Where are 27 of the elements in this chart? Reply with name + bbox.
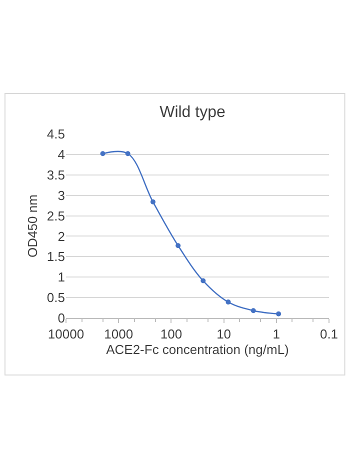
point: [176, 243, 181, 248]
x-tick-label: 100: [160, 326, 182, 342]
x-tick-label: 0.1: [320, 326, 338, 342]
x-tick-label: 1: [272, 326, 280, 342]
x-tick-label: 1000: [104, 326, 134, 342]
y-tick-label: 0: [58, 310, 65, 326]
y-tick-label: 1: [58, 270, 65, 285]
y-tick-label: 2.5: [46, 208, 65, 224]
x-tick-label: 10000: [48, 326, 84, 342]
point: [150, 199, 156, 204]
point: [276, 311, 282, 316]
chart-title: Wild type: [160, 104, 226, 121]
y-tick-label: 4: [58, 146, 65, 162]
y-tick-label: 0.5: [46, 290, 65, 306]
y-tick-label: 2: [58, 228, 65, 244]
y-tick-label: 1.5: [46, 249, 65, 264]
point: [200, 278, 206, 284]
y-tick-label: 4.5: [46, 126, 65, 142]
x-tick-label: 10: [216, 326, 232, 342]
point: [226, 300, 231, 305]
point: [250, 308, 256, 314]
y-tick-label: 3.5: [46, 167, 65, 182]
point: [100, 151, 106, 156]
y-tick-label: 3: [58, 188, 65, 203]
x-axis-title: ACE2-Fc concentration (ng/mL): [106, 342, 289, 358]
point: [125, 151, 130, 156]
y-axis-title: OD450 nm: [24, 194, 40, 258]
